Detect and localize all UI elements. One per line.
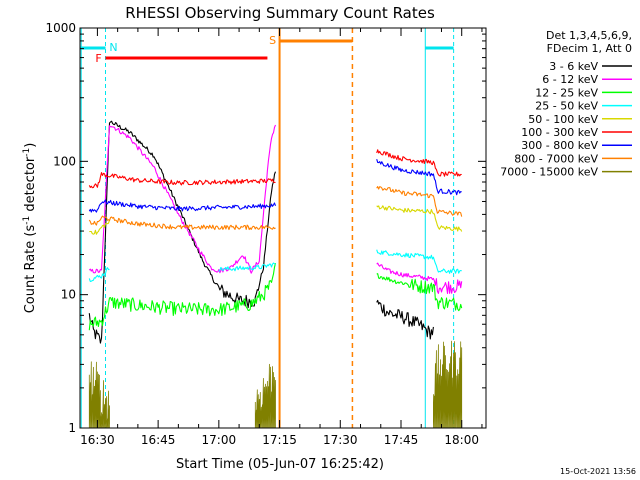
y-tick-label: 1000 xyxy=(45,21,76,35)
series-line xyxy=(376,262,463,294)
legend-entry-label: 6 - 12 keV xyxy=(542,73,598,86)
series-5 xyxy=(88,149,462,189)
series-line xyxy=(376,205,463,232)
x-tick-label: 17:45 xyxy=(384,433,419,447)
series-line xyxy=(88,120,277,344)
legend-entry-label: 50 - 100 keV xyxy=(528,113,598,126)
legend-entry-label: 3 - 6 keV xyxy=(549,60,598,73)
series-line xyxy=(433,340,463,429)
legend-entry-label: 7000 - 15000 keV xyxy=(500,166,598,179)
series-0 xyxy=(88,120,434,344)
y-tick-label: 10 xyxy=(61,288,76,302)
series-3 xyxy=(88,249,462,283)
y-tick-label: 100 xyxy=(53,154,76,168)
series-8 xyxy=(88,340,463,429)
footer-timestamp: 15-Oct-2021 13:56 xyxy=(560,467,636,476)
series-line xyxy=(88,267,110,283)
x-tick-label: 16:30 xyxy=(80,433,115,447)
legend-header-line2: FDecim 1, Att 0 xyxy=(547,42,632,55)
y-axis-label: Count Rate (s-1 detector-1) xyxy=(22,143,38,314)
series-line xyxy=(88,124,277,274)
series-line xyxy=(376,249,462,274)
y-tick-label: 1 xyxy=(68,421,76,435)
series-line xyxy=(88,262,277,331)
series-line xyxy=(89,220,111,235)
legend-entry-label: 800 - 7000 keV xyxy=(514,152,598,165)
series-line xyxy=(376,273,463,312)
chart-title: RHESSI Observing Summary Count Rates xyxy=(125,4,435,22)
x-tick-label: 17:00 xyxy=(202,433,237,447)
series-line xyxy=(88,361,110,429)
x-tick-label: 17:15 xyxy=(262,433,297,447)
x-axis-label: Start Time (05-Jun-07 16:25:42) xyxy=(176,457,384,472)
plot-frame xyxy=(79,27,487,429)
series-2 xyxy=(88,262,463,331)
series-line xyxy=(88,199,277,213)
series-line xyxy=(218,262,276,272)
series-line xyxy=(88,172,276,189)
x-tick-label: 18:00 xyxy=(444,433,479,447)
series-1 xyxy=(88,124,463,294)
legend-entry-label: 25 - 50 keV xyxy=(535,100,598,113)
series-6 xyxy=(88,159,462,213)
x-tick-label: 17:30 xyxy=(323,433,358,447)
series-line xyxy=(376,299,434,340)
series-line xyxy=(254,363,276,429)
series-line xyxy=(376,186,463,217)
saa-flag-label: S xyxy=(269,34,276,47)
series-7 xyxy=(88,186,463,231)
series-4 xyxy=(89,205,463,235)
series-line xyxy=(88,215,276,231)
legend-entry-label: 300 - 800 keV xyxy=(521,139,598,152)
legend-entry-label: 12 - 25 keV xyxy=(535,86,598,99)
legend-header-line1: Det 1,3,4,5,6,9, xyxy=(546,29,632,42)
x-tick-label: 16:45 xyxy=(141,433,176,447)
series-line xyxy=(376,149,462,177)
flare-flag-label: F xyxy=(95,52,101,65)
series-line xyxy=(376,159,462,196)
night-flag-label: N xyxy=(109,41,117,54)
legend-entry-label: 100 - 300 keV xyxy=(521,126,598,139)
